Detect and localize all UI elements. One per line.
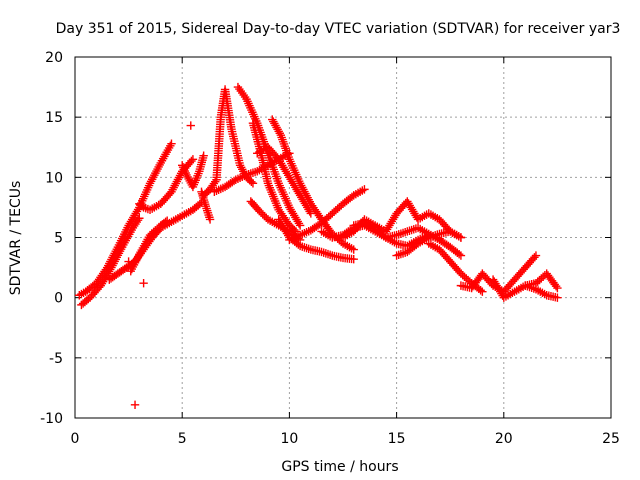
data-point <box>456 251 466 260</box>
data-point <box>162 216 172 225</box>
data-point <box>161 217 170 227</box>
data-point <box>349 254 358 264</box>
y-tick-label: 0 <box>54 291 63 307</box>
data-point <box>199 151 208 160</box>
chart-title: Day 351 of 2015, Sidereal Day-to-day VTE… <box>56 21 621 37</box>
x-tick-label: 5 <box>178 431 187 447</box>
y-tick-label: 20 <box>45 50 63 66</box>
data-point <box>130 400 140 409</box>
data-point <box>260 211 269 221</box>
data-points <box>75 82 562 409</box>
x-axis-label: GPS time / hours <box>281 459 398 475</box>
data-point <box>135 214 144 223</box>
y-tick-label: 15 <box>45 110 63 126</box>
data-point <box>478 287 487 296</box>
y-tick-label: -5 <box>49 351 63 367</box>
x-tick-label: 10 <box>280 431 298 447</box>
data-point <box>186 121 195 130</box>
data-point <box>553 283 562 293</box>
y-axis-label: SDTVAR / TECUs <box>8 181 24 296</box>
data-point <box>290 225 299 235</box>
data-point <box>139 279 148 288</box>
data-point <box>360 185 369 194</box>
data-point <box>167 139 176 148</box>
y-tick-label: -10 <box>40 411 63 427</box>
data-point <box>349 245 358 254</box>
data-point <box>247 177 256 187</box>
data-point <box>258 210 268 219</box>
data-point <box>205 215 215 224</box>
data-point <box>306 209 316 218</box>
x-tick-label: 25 <box>602 431 620 447</box>
axis-ticks: 0 5 10 15 20 25 -10 -5 0 5 10 15 20 <box>40 50 620 447</box>
data-point <box>553 293 562 302</box>
data-point <box>531 251 541 260</box>
x-tick-label: 20 <box>495 431 513 447</box>
data-point <box>253 205 263 214</box>
x-tick-label: 0 <box>71 431 80 447</box>
data-point <box>295 221 305 230</box>
x-tick-label: 15 <box>388 431 406 447</box>
y-tick-label: 10 <box>45 170 63 186</box>
data-point <box>248 179 258 188</box>
data-point <box>456 233 466 242</box>
data-point <box>124 257 133 266</box>
y-tick-label: 5 <box>54 231 63 247</box>
data-point <box>188 155 198 164</box>
